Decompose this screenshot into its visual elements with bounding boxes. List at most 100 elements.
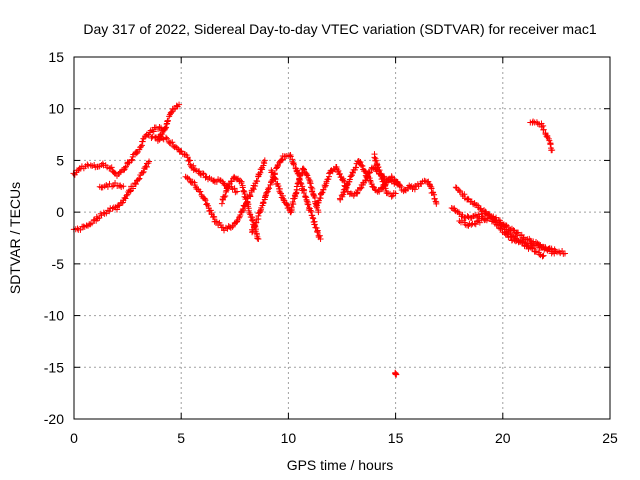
- data-point: [354, 189, 361, 196]
- x-tick-label: 15: [388, 430, 404, 446]
- data-point: [172, 143, 179, 150]
- data-point: [70, 170, 77, 177]
- data-point: [127, 188, 134, 195]
- data-point: [197, 188, 204, 195]
- data-point: [545, 246, 552, 253]
- data-point: [107, 165, 114, 172]
- data-point: [100, 209, 107, 216]
- data-point: [123, 192, 130, 199]
- y-tick-label: -15: [44, 359, 64, 375]
- data-point: [311, 221, 318, 228]
- y-tick-label: -10: [44, 308, 64, 324]
- data-point: [247, 192, 254, 199]
- y-tick-label: 15: [48, 49, 64, 65]
- data-point: [507, 233, 514, 240]
- data-point: [301, 166, 308, 173]
- data-point: [249, 217, 256, 224]
- data-point: [288, 204, 295, 211]
- data-point: [342, 186, 349, 193]
- x-tick-label: 25: [602, 430, 618, 446]
- data-point: [254, 178, 261, 185]
- data-point: [240, 205, 247, 212]
- data-point: [386, 175, 393, 182]
- data-point: [150, 128, 157, 135]
- data-point: [549, 147, 556, 154]
- data-point: [167, 109, 174, 116]
- data-point: [122, 195, 129, 202]
- x-tick-label: 10: [281, 430, 297, 446]
- tick-labels: 0 5 10 15 20 25 -20 -15 -10 -5 0 5 10 15: [44, 49, 618, 446]
- data-point: [275, 182, 282, 189]
- data-point: [238, 180, 245, 187]
- data-point: [398, 183, 405, 190]
- data-point: [266, 185, 273, 192]
- data-point: [296, 173, 303, 180]
- data-point: [315, 209, 322, 216]
- data-point: [305, 201, 312, 208]
- data-point: [218, 200, 225, 207]
- data-point: [366, 169, 373, 176]
- data-point: [293, 183, 300, 190]
- data-point: [165, 117, 172, 124]
- y-axis-label: SDTVAR / TECUs: [7, 182, 23, 294]
- data-points: [70, 101, 568, 378]
- data-point: [271, 175, 278, 182]
- data-point: [237, 177, 244, 184]
- data-point: [117, 182, 124, 189]
- data-point: [392, 190, 399, 197]
- data-point: [170, 106, 177, 113]
- data-point: [352, 164, 359, 171]
- data-point: [237, 212, 244, 219]
- data-point: [392, 370, 399, 377]
- data-point: [528, 240, 535, 247]
- data-point: [433, 200, 440, 207]
- data-point: [561, 250, 568, 257]
- y-tick-label: 0: [56, 204, 64, 220]
- data-point: [361, 167, 368, 174]
- data-point: [213, 218, 220, 225]
- chart-title: Day 317 of 2022, Sidereal Day-to-day VTE…: [83, 21, 596, 37]
- data-point: [146, 158, 153, 165]
- data-point: [202, 197, 209, 204]
- data-point: [164, 135, 171, 142]
- data-point: [222, 188, 229, 195]
- data-point: [234, 218, 241, 225]
- data-point: [207, 207, 214, 214]
- data-point: [371, 154, 378, 161]
- data-point: [108, 164, 115, 171]
- data-point: [221, 194, 228, 201]
- data-point: [498, 225, 505, 232]
- data-point: [393, 371, 400, 378]
- data-point: [536, 251, 543, 258]
- data-point: [308, 184, 315, 191]
- data-point: [497, 225, 504, 232]
- data-point: [112, 179, 119, 186]
- data-point: [120, 183, 127, 190]
- y-tick-label: -20: [44, 411, 64, 427]
- data-point: [525, 243, 532, 250]
- data-point: [547, 141, 554, 148]
- data-point: [343, 184, 350, 191]
- data-point: [156, 135, 163, 142]
- data-point: [304, 201, 311, 208]
- data-point: [164, 118, 171, 125]
- data-point: [294, 180, 301, 187]
- data-point: [162, 125, 169, 132]
- data-point: [346, 176, 353, 183]
- data-point: [178, 148, 185, 155]
- data-point: [317, 190, 324, 197]
- data-point: [306, 176, 313, 183]
- data-point: [313, 203, 320, 210]
- data-point: [319, 189, 326, 196]
- data-point: [283, 201, 290, 208]
- data-point: [359, 163, 366, 170]
- data-point: [176, 101, 183, 108]
- data-point: [512, 238, 519, 245]
- data-point: [162, 134, 169, 141]
- data-point: [163, 121, 170, 128]
- data-point: [257, 207, 264, 214]
- data-point: [474, 218, 481, 225]
- data-point: [187, 161, 194, 168]
- plot-frame: [73, 56, 611, 420]
- data-point: [510, 227, 517, 234]
